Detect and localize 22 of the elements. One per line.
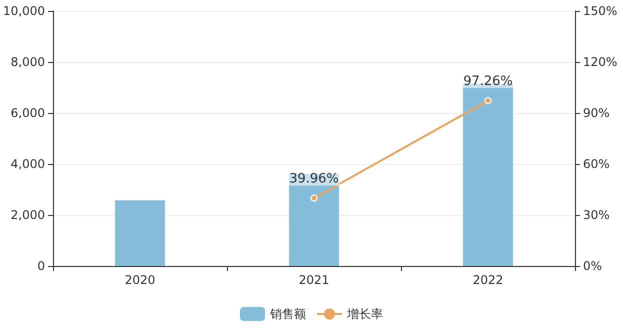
y2-tick-label: 30% (583, 208, 610, 222)
data-label: 97.26% (463, 74, 513, 90)
y2-tick-label: 0% (583, 259, 602, 273)
y2-tick-label: 60% (583, 157, 610, 171)
legend-label: 增长率 (346, 307, 383, 321)
y-tick-label: 2,000 (10, 208, 45, 222)
x-tick-label: 2020 (124, 273, 156, 287)
y-tick-label: 6,000 (10, 106, 45, 120)
legend-label: 销售额 (269, 307, 306, 321)
y-tick-label: 0 (37, 259, 45, 273)
bar (463, 84, 513, 266)
bar (114, 200, 165, 266)
x-tick-label: 2022 (472, 273, 504, 287)
y-tick-label: 4,000 (10, 157, 45, 171)
y-tick-label: 10,000 (2, 4, 45, 18)
bar (288, 174, 339, 266)
y-tick-label: 8,000 (10, 55, 45, 69)
y2-tick-label: 120% (583, 55, 618, 69)
y2-tick-label: 150% (583, 4, 618, 18)
x-tick-label: 2021 (298, 273, 330, 287)
data-label: 39.96% (289, 172, 339, 187)
y2-tick-label: 90% (583, 106, 610, 120)
